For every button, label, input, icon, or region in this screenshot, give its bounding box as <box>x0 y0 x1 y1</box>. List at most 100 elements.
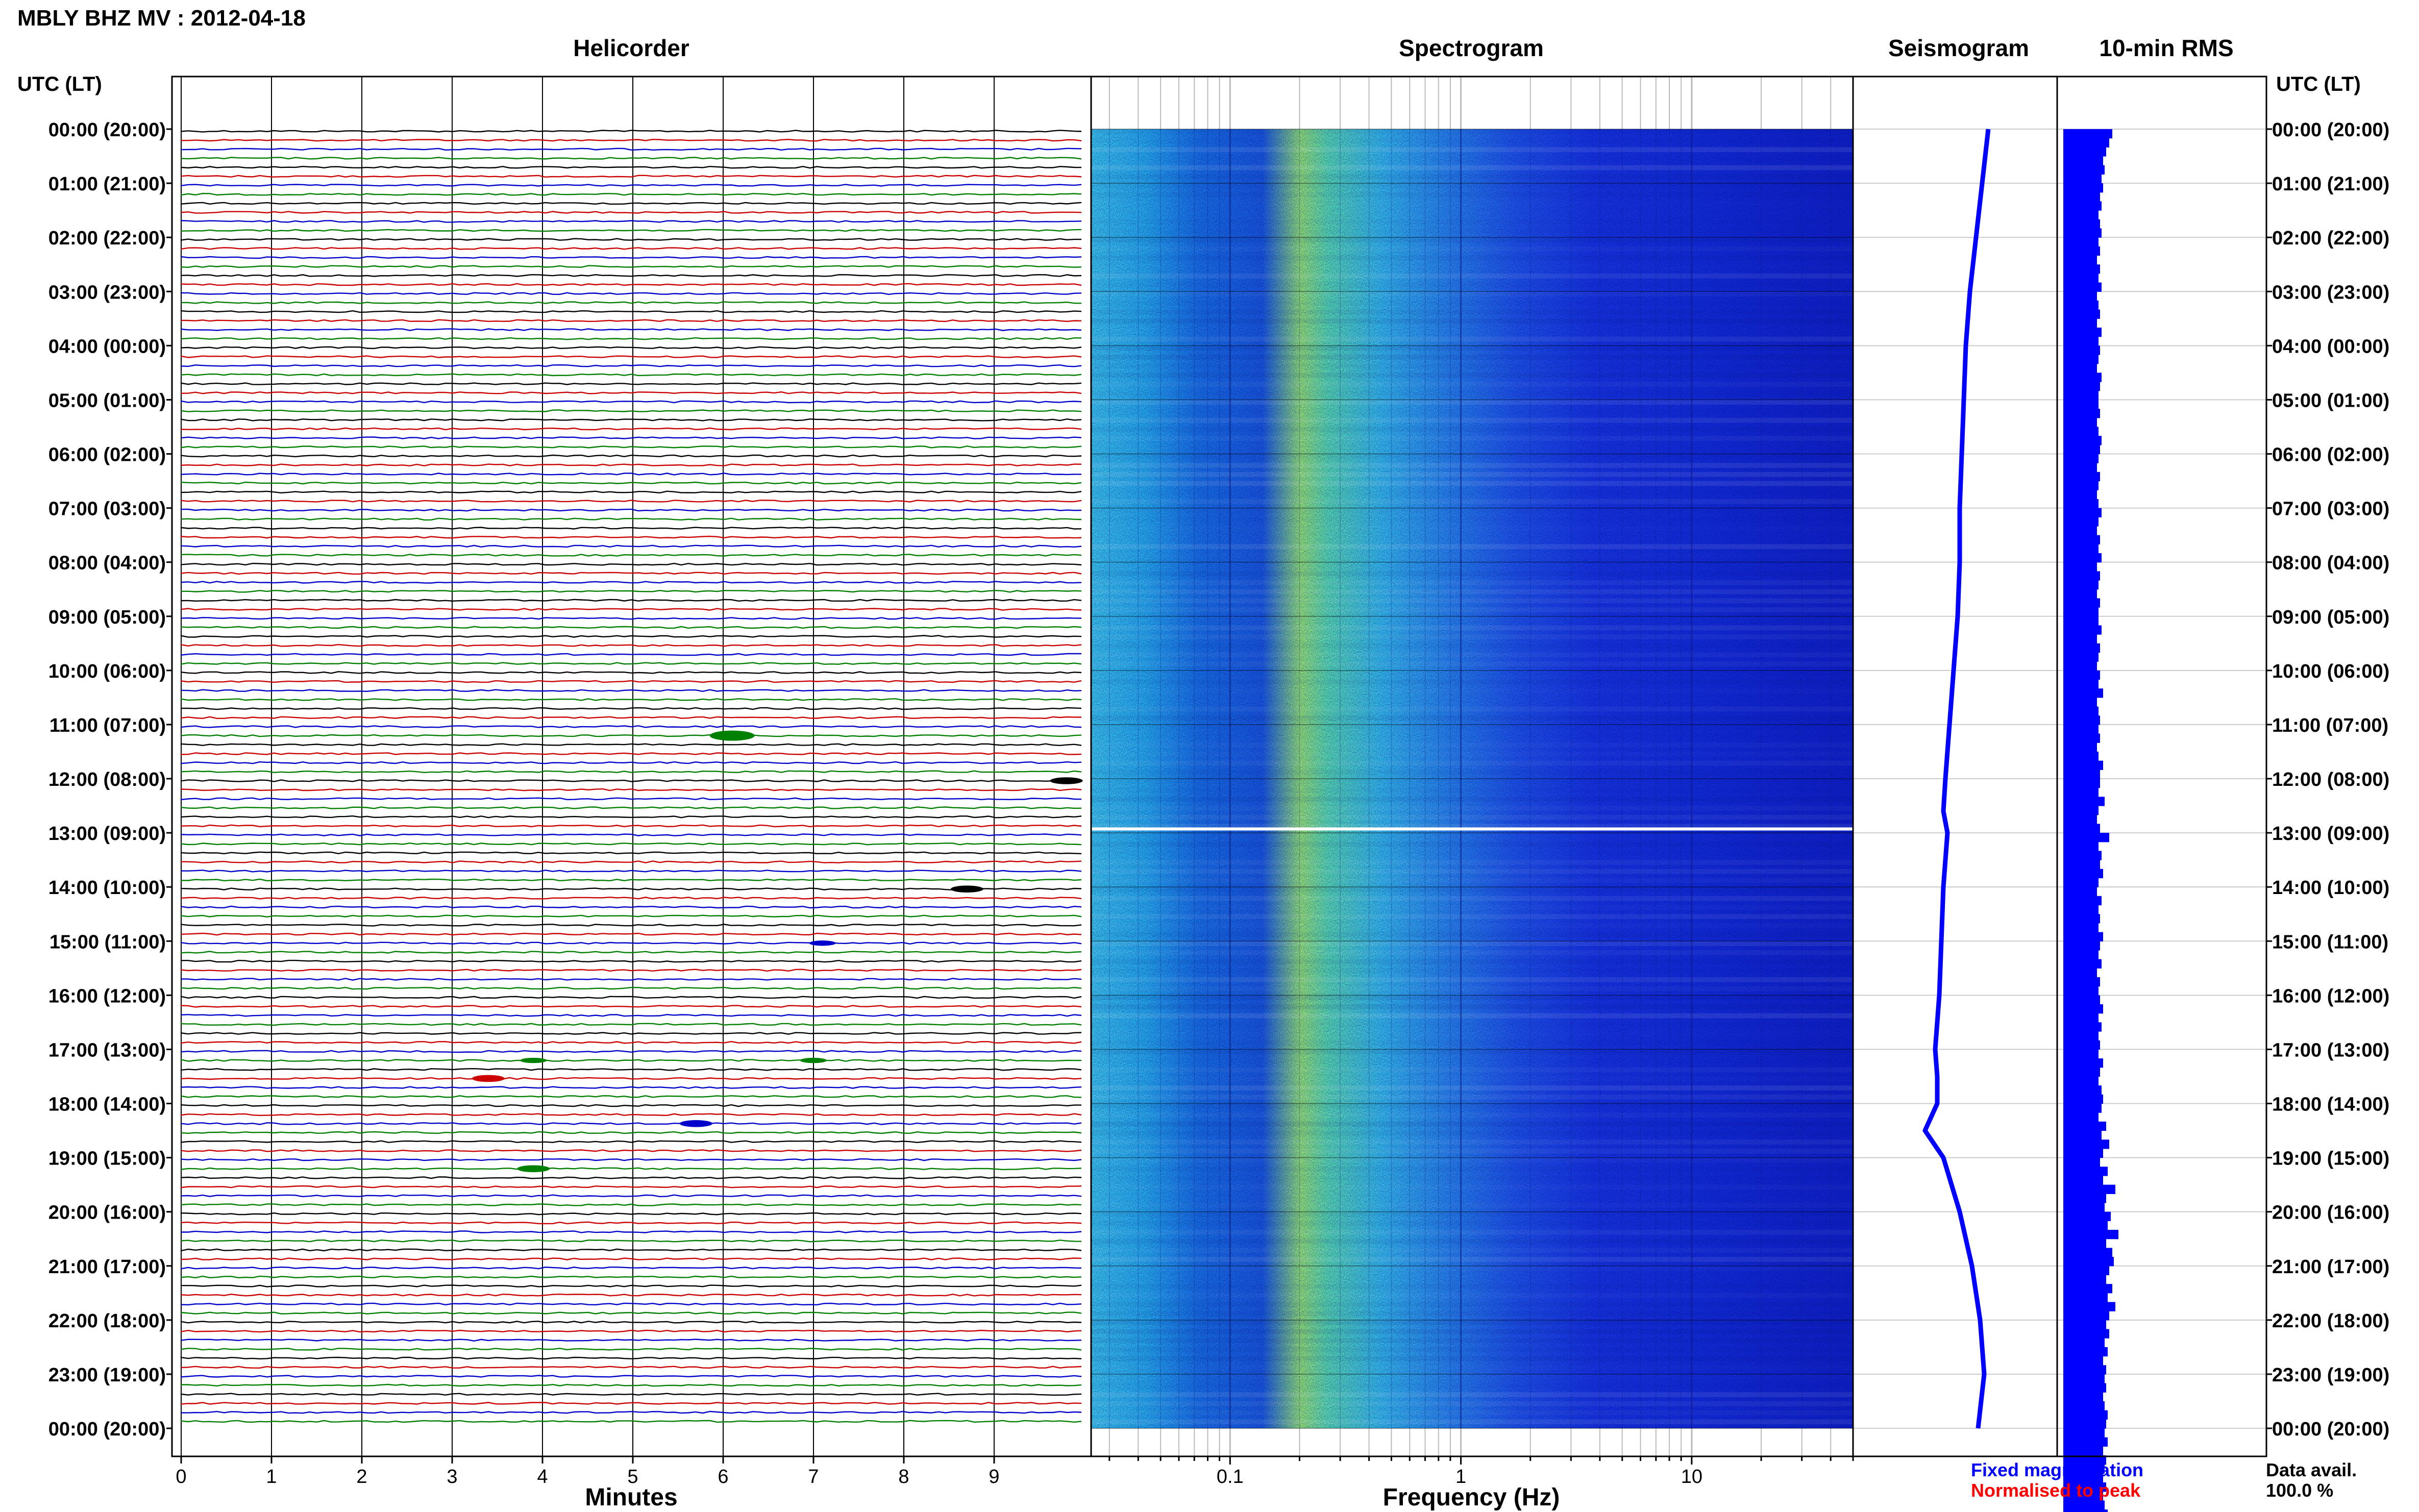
rms-bar <box>2063 1383 2106 1393</box>
helicorder-trace <box>180 616 1082 620</box>
rms-title: 10-min RMS <box>2099 35 2233 61</box>
spectrogram-row <box>1091 400 1853 405</box>
helicorder-x-tick-label: 9 <box>989 1466 999 1488</box>
spectrogram-row <box>1091 643 1853 649</box>
spectrogram-row <box>1091 841 1853 847</box>
helicorder-trace <box>180 1383 1082 1387</box>
helicorder-trace <box>180 527 1082 530</box>
rms-bar <box>2063 373 2102 382</box>
helicorder-trace <box>180 1293 1082 1297</box>
helicorder-trace <box>181 409 1082 412</box>
helicorder-trace <box>180 1005 1082 1008</box>
spectrogram-row <box>1091 914 1853 919</box>
rms-bar <box>2063 1491 2103 1501</box>
spectrogram-row <box>1091 345 1853 351</box>
spectrogram-row <box>1091 147 1853 153</box>
rms-bar <box>2063 661 2097 671</box>
rms-bar <box>2063 1374 2105 1384</box>
helicorder-trace <box>180 986 1082 990</box>
rms-bar <box>2063 427 2099 436</box>
hour-labels-left: 00:00 (20:00) 01:00 (21:00) 02:00 (22:00) 0… <box>48 119 172 1440</box>
helicorder-trace <box>180 1059 1082 1062</box>
rms-bar <box>2063 490 2097 500</box>
helicorder-trace <box>180 842 1082 846</box>
spectrogram-row <box>1091 445 1853 450</box>
helicorder-trace <box>180 1194 1082 1198</box>
helicorder-trace <box>180 572 1082 575</box>
rms-bar <box>2063 959 2102 969</box>
helicorder-trace <box>180 1023 1082 1026</box>
spectrogram-row <box>1091 454 1853 459</box>
spectrogram-row <box>1091 652 1853 658</box>
spectrogram-row <box>1091 246 1853 252</box>
helicorder-trace <box>180 788 1082 791</box>
helicorder-trace <box>180 969 1082 972</box>
spectrogram-row <box>1091 1230 1853 1235</box>
helicorder-trace <box>180 130 1082 133</box>
rms-bar <box>2063 634 2097 644</box>
spectrogram-row <box>1091 1094 1853 1100</box>
helicorder-trace <box>180 1366 1082 1369</box>
spectrogram-row <box>1091 508 1853 513</box>
rms-bar <box>2063 1302 2115 1311</box>
spectrogram-row <box>1091 725 1853 730</box>
spectrogram-panel <box>1091 77 1854 1456</box>
helicorder-trace <box>180 689 1082 692</box>
spectrogram-row <box>1091 535 1853 540</box>
spectrogram-row <box>1091 1302 1853 1307</box>
helicorder-trace <box>181 301 1081 304</box>
rms-bar <box>2063 697 2097 707</box>
helicorder-trace <box>180 1402 1082 1405</box>
hour-label-right: 16:00 (12:00) <box>2272 985 2389 1007</box>
spectrogram-row <box>1091 553 1853 558</box>
helicorder-trace <box>180 662 1082 665</box>
rms-bar <box>2063 454 2099 463</box>
rms-bar <box>2063 1392 2103 1402</box>
rms-bar <box>2063 1094 2103 1104</box>
rms-bar <box>2063 715 2100 725</box>
rms-bar <box>2063 1175 2103 1185</box>
hour-label-left: 11:00 (07:00) <box>50 715 166 736</box>
spectrogram-row <box>1091 1148 1853 1154</box>
helicorder-minute-gridlines <box>181 77 995 1456</box>
helicorder-trace <box>180 473 1081 476</box>
spectrogram-row <box>1091 391 1853 396</box>
rms-bar <box>2063 1040 2100 1050</box>
hour-label-left: 06:00 (02:00) <box>48 444 166 466</box>
helicorder-trace <box>180 1040 1082 1044</box>
rms-bar <box>2063 733 2100 743</box>
rms-bar <box>2063 219 2100 229</box>
spectrogram-row <box>1091 1266 1853 1271</box>
helicorder-trace <box>180 707 1082 710</box>
spectrogram-row <box>1091 571 1853 577</box>
helicorder-trace <box>180 1329 1082 1333</box>
helicorder-trace <box>180 996 1082 999</box>
spectrogram-row <box>1091 1176 1853 1181</box>
helicorder-trace <box>180 319 1082 323</box>
hour-label-left: 12:00 (08:00) <box>48 769 166 790</box>
spectrogram-row <box>1091 1320 1853 1325</box>
helicorder-trace <box>180 382 1082 385</box>
rms-bar <box>2063 751 2099 761</box>
helicorder-x-tick-label: 0 <box>176 1466 186 1488</box>
helicorder-trace <box>180 698 1082 701</box>
rms-bar <box>2063 508 2102 517</box>
spectrogram-row <box>1091 833 1853 838</box>
legend-normalised-to-peak: Normalised to peak <box>1971 1480 2141 1501</box>
helicorder-trace <box>180 535 1082 539</box>
spectrogram-row <box>1091 851 1853 856</box>
rms-bar <box>2063 1130 2102 1140</box>
spectrogram-row <box>1091 255 1853 261</box>
helicorder-trace <box>180 1122 1082 1125</box>
hour-label-left: 05:00 (01:00) <box>48 390 166 411</box>
spectrogram-row <box>1091 1347 1853 1352</box>
rms-bar <box>2063 652 2099 662</box>
rms-bar <box>2063 355 2099 364</box>
hour-labels-right: 00:00 (20:00) 01:00 (21:00) 02:00 (22:00) 0… <box>2266 119 2389 1440</box>
hour-label-right: 06:00 (02:00) <box>2272 444 2389 466</box>
helicorder-trace <box>180 815 1082 819</box>
rms-bar <box>2063 1320 2106 1330</box>
hour-label-right: 17:00 (13:00) <box>2272 1039 2389 1061</box>
hour-label-left: 18:00 (14:00) <box>48 1094 166 1116</box>
